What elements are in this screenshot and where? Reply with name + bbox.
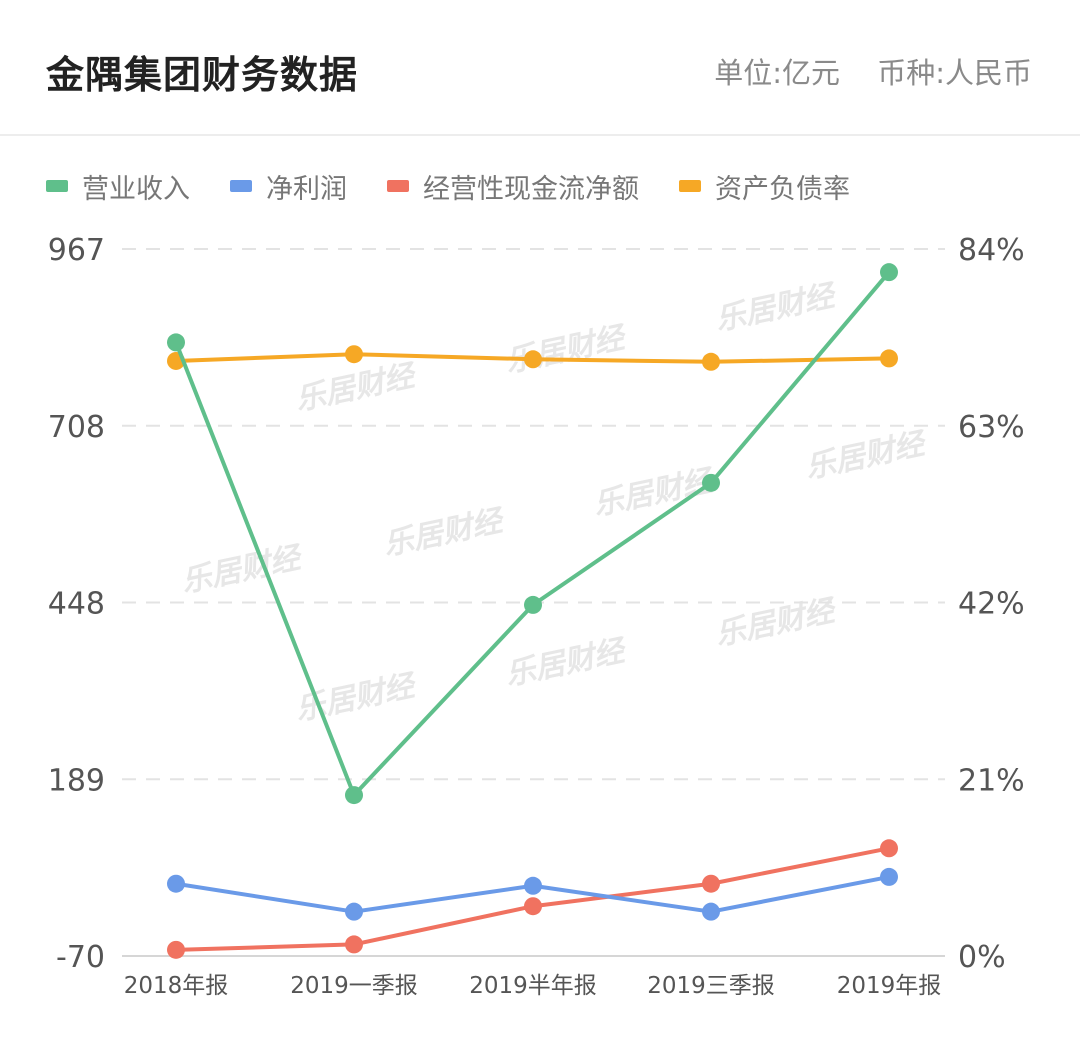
data-point-0	[880, 263, 898, 282]
y-right-tick-label: 0%	[958, 940, 1006, 975]
y-left-tick-label: -70	[56, 940, 105, 975]
legend-item-3[interactable]: 资产负债率	[679, 167, 850, 206]
header: 金隅集团财务数据 单位:亿元 币种:人民币	[0, 0, 1080, 136]
data-point-3	[880, 349, 898, 368]
legend-label: 经营性现金流净额	[423, 173, 639, 205]
data-point-0	[345, 786, 363, 805]
watermark-text: 乐居财经	[178, 540, 307, 600]
data-point-1	[702, 902, 720, 921]
legend-swatch	[46, 180, 68, 192]
watermark-text: 乐居财经	[802, 426, 931, 486]
y-right-tick-label: 21%	[958, 763, 1025, 798]
watermark-text: 乐居财经	[292, 668, 421, 728]
header-meta: 单位:亿元 币种:人民币	[686, 50, 1032, 92]
data-point-0	[702, 473, 720, 492]
y-left-tick-label: 708	[48, 410, 105, 445]
data-point-2	[524, 897, 542, 916]
y-right-tick-label: 42%	[958, 587, 1025, 622]
y-right-tick-label: 84%	[958, 233, 1025, 268]
data-point-3	[702, 352, 720, 371]
x-tick-label: 2019一季报	[290, 973, 418, 999]
x-tick-label: 2019年报	[837, 973, 942, 999]
watermark-text: 乐居财经	[292, 358, 421, 418]
legend-label: 营业收入	[82, 173, 190, 205]
watermark-text: 乐居财经	[502, 320, 631, 380]
y-left-tick-label: 967	[48, 233, 105, 268]
legend-swatch	[230, 180, 252, 192]
legend-swatch	[387, 180, 409, 192]
data-point-2	[345, 935, 363, 954]
y-left-tick-label: 448	[48, 587, 105, 622]
data-point-0	[524, 595, 542, 614]
chart-legend: 营业收入 净利润 经营性现金流净额 资产负债率	[46, 166, 890, 206]
legend-item-1[interactable]: 净利润	[230, 167, 347, 206]
watermark-text: 乐居财经	[380, 503, 509, 563]
legend-swatch	[679, 180, 701, 192]
data-point-2	[702, 874, 720, 893]
data-point-0	[167, 333, 185, 352]
x-tick-label: 2019三季报	[647, 973, 775, 999]
watermark-text: 乐居财经	[502, 633, 631, 693]
legend-label: 资产负债率	[715, 173, 850, 205]
legend-item-0[interactable]: 营业收入	[46, 167, 190, 206]
unit-label: 单位:亿元	[714, 56, 840, 90]
currency-label: 币种:人民币	[877, 56, 1032, 90]
data-point-1	[524, 876, 542, 895]
legend-item-2[interactable]: 经营性现金流净额	[387, 167, 639, 206]
y-right-tick-label: 63%	[958, 410, 1025, 445]
data-point-1	[880, 867, 898, 886]
page-title: 金隅集团财务数据	[46, 53, 359, 97]
x-tick-label: 2019半年报	[469, 973, 597, 999]
legend-label: 净利润	[266, 173, 347, 205]
x-tick-label: 2018年报	[124, 973, 229, 999]
data-point-1	[345, 902, 363, 921]
watermark-text: 乐居财经	[712, 278, 841, 338]
data-point-2	[880, 839, 898, 858]
data-point-2	[167, 940, 185, 959]
y-left-tick-label: 189	[48, 763, 105, 798]
data-point-3	[524, 350, 542, 369]
data-point-3	[345, 345, 363, 364]
data-point-1	[167, 874, 185, 893]
